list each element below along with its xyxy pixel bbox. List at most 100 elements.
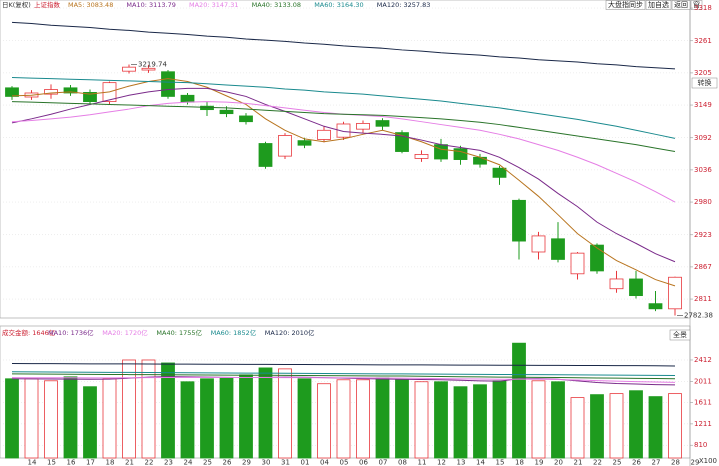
candle-body	[492, 167, 507, 178]
legend-label: MA120: 3257.83	[377, 1, 431, 9]
ma-line	[11, 363, 676, 367]
candle-body	[473, 156, 487, 165]
toolbar-button-label[interactable]: 加自选	[648, 0, 669, 9]
volume-bar	[492, 380, 507, 459]
candle-body	[356, 123, 370, 130]
candle-body	[141, 67, 156, 71]
y-tick-label: 3092	[694, 134, 712, 142]
volume-bar	[83, 386, 97, 459]
volume-bar	[551, 381, 565, 459]
volume-bar	[102, 378, 117, 459]
volume-bar	[161, 362, 175, 459]
volume-bar	[395, 379, 409, 459]
panel-button-label[interactable]: 全景	[673, 330, 687, 339]
x-tick-label: 21	[125, 459, 134, 466]
x-tick-label: 24	[184, 459, 193, 466]
volume-bar	[63, 376, 78, 459]
x-tick-label: 31	[281, 459, 290, 466]
x-tick-label: 26	[223, 459, 232, 466]
volume-bar	[24, 378, 39, 459]
volume-bar	[609, 393, 624, 459]
y-tick-label: 2867	[694, 263, 712, 271]
volume-bar	[239, 374, 253, 459]
candle-body	[629, 278, 643, 297]
candle-body	[375, 120, 390, 127]
volume-bar	[200, 378, 214, 459]
x-tick-label: 29	[242, 459, 251, 466]
volume-bar	[453, 386, 468, 459]
candle-body	[297, 140, 312, 146]
candle-body	[648, 303, 663, 310]
candle-body	[512, 199, 526, 242]
ma-line	[11, 76, 676, 139]
y-tick-label: 2412	[694, 356, 712, 364]
candle-body	[83, 92, 97, 102]
y-tick-label: 2811	[694, 295, 712, 303]
price-panel	[0, 0, 691, 319]
toolbar-button-label[interactable]: 窗	[693, 0, 700, 9]
candle-body	[317, 129, 331, 140]
x-tick-label: 14	[28, 459, 37, 466]
legend-label: MA40: 1755亿	[156, 328, 202, 337]
ma-line	[11, 78, 676, 287]
x-tick-label: 25	[203, 459, 212, 466]
candle-body	[668, 276, 682, 310]
volume-bar	[278, 368, 292, 459]
volume-bar	[434, 381, 448, 459]
ma-line	[11, 373, 676, 380]
volume-bar	[590, 394, 604, 459]
toolbar-button-label[interactable]: 大盘指同步	[608, 0, 643, 9]
candle-body	[551, 238, 565, 260]
x-tick-label: 21	[574, 459, 583, 466]
x-tick-label: 28	[671, 459, 680, 466]
toolbar-button[interactable]	[690, 0, 703, 10]
legend-label: MA5: 3083.48	[68, 1, 113, 9]
candle-body	[258, 143, 273, 167]
candle-body	[531, 235, 546, 253]
x-tick-label: 27	[652, 459, 661, 466]
candle-body	[395, 132, 409, 152]
y-tick-label: 3149	[694, 101, 712, 109]
candle-body	[5, 87, 19, 97]
chart-title: 日K(复权)	[2, 0, 31, 9]
x-tick-label: 19	[535, 459, 544, 466]
volume-bar	[141, 359, 156, 459]
unit-label: X100	[699, 457, 717, 465]
y-tick-label: 2980	[694, 198, 712, 206]
candle-body	[434, 144, 448, 160]
volume-bar	[512, 342, 526, 459]
y-tick-label: 3318	[694, 4, 712, 12]
volume-bar	[356, 379, 370, 459]
ma-line	[11, 371, 676, 377]
volume-bar	[648, 396, 663, 459]
x-tick-label: 22	[593, 459, 602, 466]
toolbar-button[interactable]	[645, 0, 672, 10]
x-tick-label: 01	[301, 459, 310, 466]
volume-bar	[570, 397, 585, 459]
candle-body	[44, 89, 58, 95]
side-button-label[interactable]: 转换	[698, 78, 712, 87]
legend-label: MA20: 1720亿	[102, 328, 148, 337]
panel-button[interactable]	[669, 329, 691, 341]
candle-body	[63, 87, 78, 94]
candle-body	[414, 154, 429, 159]
volume-bar	[219, 377, 234, 459]
volume-bar	[336, 379, 351, 459]
legend-label: MA40: 3133.08	[252, 1, 301, 9]
volume-bar	[258, 367, 273, 459]
legend-label: MA60: 1852亿	[211, 328, 257, 337]
toolbar-button[interactable]	[605, 0, 646, 10]
ma-line	[11, 87, 676, 263]
toolbar-button-label[interactable]: 返回	[674, 1, 688, 9]
candle-body	[219, 109, 234, 115]
x-tick-label: 25	[613, 459, 622, 466]
legend-label: MA60: 3164.30	[314, 1, 363, 9]
x-tick-label: 30	[262, 459, 271, 466]
candle-body	[239, 115, 253, 123]
side-button[interactable]	[691, 77, 718, 89]
candle-body	[570, 252, 585, 275]
volume-bar	[180, 381, 195, 459]
y-tick-label: 1611	[694, 399, 712, 407]
toolbar-button[interactable]	[671, 0, 691, 10]
